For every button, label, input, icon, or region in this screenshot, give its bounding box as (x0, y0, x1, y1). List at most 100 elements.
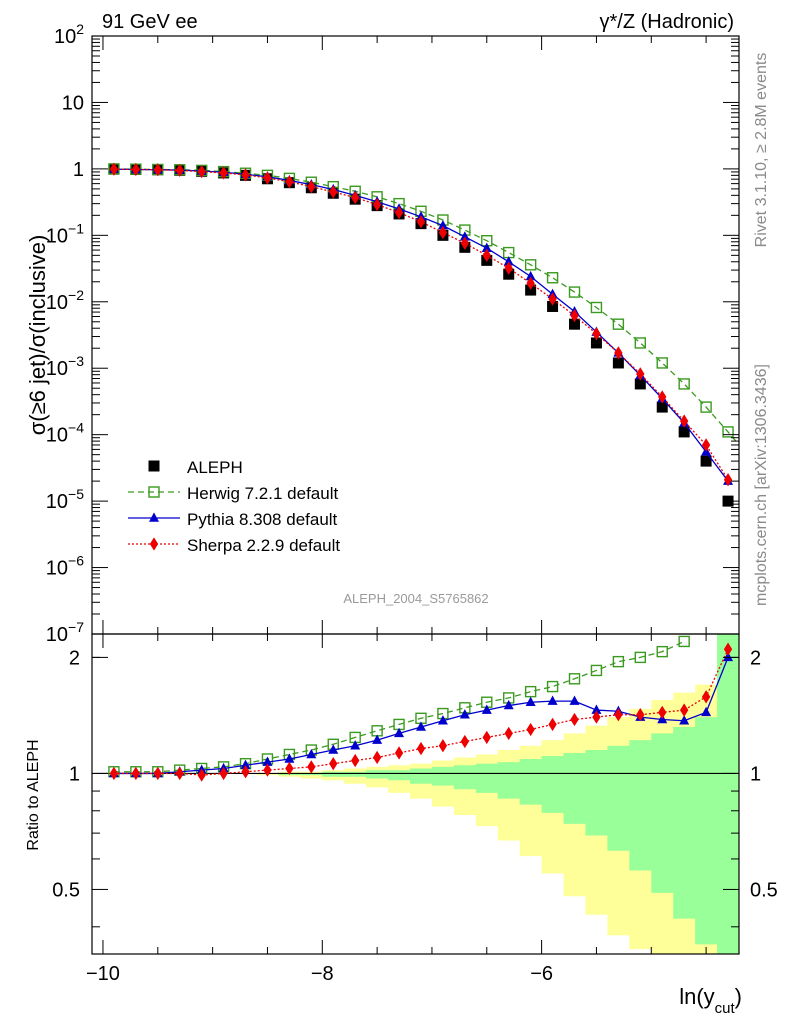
x-tick-label: −6 (530, 963, 553, 985)
point-sherpa-2-2-9-default-24 (636, 367, 645, 381)
point-herwig-7-2-1-default-26 (678, 378, 690, 390)
ratio-point-pythia-8-308-default-12 (372, 734, 383, 744)
legend-label-sherpa-2-2-9-default: Sherpa 2.2.9 default (187, 536, 340, 555)
y-tick-label-exponent: −7 (68, 619, 84, 635)
ratio-point-sherpa-2-2-9-default-25 (658, 705, 667, 720)
ratio-point-sherpa-2-2-9-default-23 (614, 708, 623, 722)
x-tick-label: −8 (311, 963, 334, 985)
x-axis-label-close: ) (735, 984, 742, 1009)
ratio-point-sherpa-2-2-9-default-13 (394, 746, 404, 760)
point-aleph-26 (678, 426, 690, 438)
ratio-point-sherpa-2-2-9-default-14 (416, 741, 426, 756)
y-tick-label-base: 10 (46, 425, 68, 447)
point-sherpa-2-2-9-default-9 (307, 180, 316, 194)
ratio-tick-label-right: 1 (750, 763, 761, 785)
point-sherpa-2-2-9-default-2 (153, 163, 162, 177)
analysis-label: ALEPH_2004_S5765862 (343, 591, 488, 606)
ratio-point-pythia-8-308-default-26 (679, 715, 690, 725)
y-tick-label: 10−1 (46, 220, 84, 247)
point-sherpa-2-2-9-default-0 (109, 162, 119, 176)
ratio-point-herwig-7-2-1-default-24 (634, 651, 647, 664)
ratio-tick-label: 0.5 (52, 879, 80, 901)
point-herwig-7-2-1-default-23 (612, 318, 625, 330)
y-tick-label-base: 10 (46, 225, 68, 247)
ratio-point-pythia-8-308-default-19 (525, 696, 536, 706)
ratio-point-pythia-8-308-default-22 (591, 704, 602, 714)
point-sherpa-2-2-9-default-5 (219, 166, 228, 180)
point-sherpa-2-2-9-default-13 (394, 205, 404, 220)
ratio-point-herwig-7-2-1-default-23 (612, 655, 625, 668)
ratio-point-sherpa-2-2-9-default-18 (504, 726, 513, 741)
ratio-point-pythia-8-308-default-27 (701, 706, 712, 717)
ratio-tick-label-right: 2 (750, 647, 761, 669)
ratio-point-herwig-7-2-1-default-25 (656, 645, 668, 658)
x-axis-label: ln(ycut) (679, 984, 742, 1017)
y-tick-label: 1 (73, 159, 84, 181)
y-tick-label: 10−7 (46, 619, 84, 646)
ratio-point-pythia-8-308-default-13 (394, 727, 405, 738)
ratio-point-herwig-7-2-1-default-26 (678, 635, 690, 648)
ratio-point-pythia-8-308-default-17 (481, 704, 492, 714)
ratio-point-sherpa-2-2-9-default-15 (438, 739, 448, 753)
ratio-axis-label: Ratio to ALEPH (25, 739, 42, 850)
ratio-point-sherpa-2-2-9-default-21 (570, 712, 579, 727)
ratio-point-sherpa-2-2-9-default-12 (372, 750, 382, 765)
y-tick-label: 10−5 (46, 486, 84, 513)
ratio-tick-label: 2 (69, 647, 80, 669)
axes: −10 −8 −610−710−610−510−410−310−210−111010… (46, 21, 778, 985)
point-sherpa-2-2-9-default-1 (131, 162, 141, 177)
point-herwig-7-2-1-default-28 (722, 426, 734, 438)
point-sherpa-2-2-9-default-12 (372, 197, 382, 212)
point-sherpa-2-2-9-default-23 (614, 346, 623, 360)
point-pythia-8-308-default-19 (525, 270, 536, 281)
y-tick-label-base: 10 (46, 624, 68, 646)
ratio-uncertainty-bands (92, 634, 739, 954)
ratio-point-sherpa-2-2-9-default-0 (109, 766, 119, 781)
y-tick-label-base: 10 (46, 358, 68, 380)
ratio-band-yellow (102, 634, 739, 954)
legend-label-pythia-8-308-default: Pythia 8.308 default (187, 510, 338, 529)
point-herwig-7-2-1-default-18 (503, 246, 515, 259)
ratio-point-sherpa-2-2-9-default-28 (723, 642, 733, 656)
point-herwig-7-2-1-default-24 (634, 337, 647, 349)
ratio-point-herwig-7-2-1-default-19 (524, 685, 537, 698)
series-herwig-7-2-1-default (108, 163, 739, 446)
point-sherpa-2-2-9-default-26 (680, 414, 689, 428)
ratio-point-sherpa-2-2-9-default-27 (701, 690, 711, 704)
point-pythia-8-308-default-16 (459, 231, 470, 241)
point-sherpa-2-2-9-default-7 (263, 171, 272, 185)
point-sherpa-2-2-9-default-4 (197, 164, 206, 179)
ratio-point-sherpa-2-2-9-default-8 (285, 761, 294, 776)
ratio-band-green (102, 634, 739, 954)
ratio-series-sherpa-2-2-9-default (109, 642, 733, 782)
ratio-point-pythia-8-308-default-7 (262, 756, 273, 766)
legend-label-herwig-7-2-1-default: Herwig 7.2.1 default (187, 484, 338, 503)
x-axis-label-sub: cut (715, 1000, 736, 1017)
ratio-point-sherpa-2-2-9-default-6 (241, 765, 250, 779)
mcplots-label: mcplots.cern.ch [arXiv:1306.3436] (753, 364, 770, 606)
legend-marker-pythia-8-308-default (149, 512, 159, 522)
ratio-point-sherpa-2-2-9-default-1 (131, 766, 141, 781)
y-tick-label: 10−3 (46, 353, 84, 380)
point-sherpa-2-2-9-default-22 (592, 327, 601, 341)
ratio-point-pythia-8-308-default-16 (459, 709, 470, 719)
point-sherpa-2-2-9-default-11 (351, 190, 360, 205)
y-tick-label: 10−2 (46, 287, 84, 314)
point-pythia-8-308-default-18 (503, 256, 514, 266)
point-sherpa-2-2-9-default-16 (460, 236, 470, 250)
main-plot-series (108, 162, 739, 507)
point-sherpa-2-2-9-default-15 (438, 225, 448, 240)
ratio-point-sherpa-2-2-9-default-17 (482, 730, 491, 745)
header-right: γ*/Z (Hadronic) (600, 11, 734, 33)
ratio-point-pythia-8-308-default-10 (328, 744, 339, 754)
y-tick-label-base: 10 (46, 491, 68, 513)
point-herwig-7-2-1-default-25 (656, 357, 668, 369)
y-tick-label: 102 (54, 21, 84, 48)
ratio-point-herwig-7-2-1-default-12 (371, 725, 383, 737)
ratio-point-sherpa-2-2-9-default-10 (329, 756, 338, 771)
legend-label-aleph: ALEPH (187, 458, 243, 477)
ratio-point-herwig-7-2-1-default-21 (568, 673, 581, 685)
series-line-herwig-7-2-1-default (113, 168, 739, 446)
y-tick-label-exponent: −2 (68, 287, 84, 303)
